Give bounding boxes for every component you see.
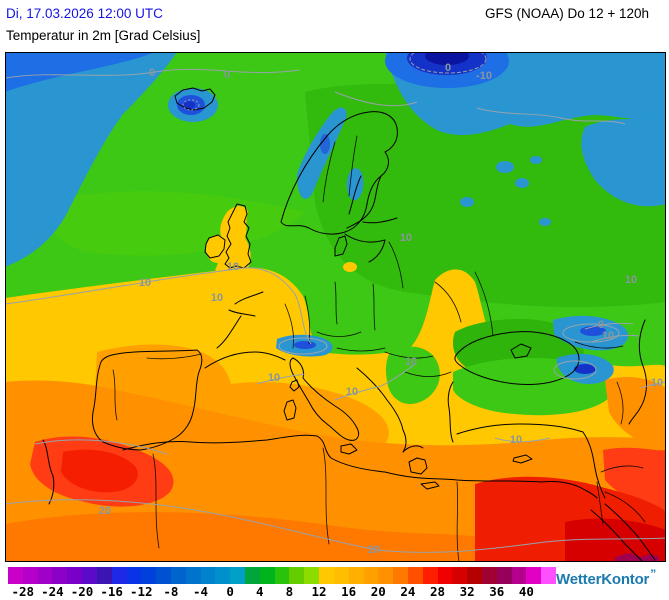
legend-cell <box>22 567 38 584</box>
legend-tick-label: 36 <box>489 584 505 599</box>
legend-cell <box>67 567 83 584</box>
legend-cell <box>126 567 142 584</box>
legend-tick-label: -12 <box>130 584 153 599</box>
legend-cell <box>422 567 438 584</box>
legend-cell <box>259 567 275 584</box>
wetterkontor-logo[interactable]: WetterKontor” <box>556 567 656 588</box>
legend-cell <box>215 567 231 584</box>
legend-tick-label: -20 <box>70 584 94 599</box>
model-run-text: GFS (NOAA) Do 12 + 120h <box>485 6 649 21</box>
map-title: Temperatur in 2m [Grad Celsius] <box>6 28 201 43</box>
legend-cell <box>230 567 245 584</box>
legend-tick-label: 16 <box>341 584 357 599</box>
date-text: Di, 17.03.2026 12:00 UTC <box>6 6 163 21</box>
logo-wing-icon: ” <box>650 567 656 581</box>
legend-tick-label: 12 <box>311 584 327 599</box>
coastlines <box>42 87 656 562</box>
legend-cell <box>348 567 364 584</box>
temperature-fields <box>5 52 666 562</box>
legend-tick-label: -8 <box>163 584 179 599</box>
legend-cell <box>156 567 171 584</box>
legend-tick-label: 0 <box>226 584 234 599</box>
temperature-map-svg <box>5 52 666 562</box>
legend-cell <box>304 567 320 584</box>
legend-cell <box>378 567 394 584</box>
legend-cell <box>496 567 512 584</box>
legend-cell <box>170 567 186 584</box>
legend-ticks: -28 -24 -20 -16 -12 -8 -4 0 4 8 12 16 20 24 28 32 36 40 <box>0 584 669 600</box>
legend-cell <box>319 567 334 584</box>
legend-cell <box>526 567 542 584</box>
legend-cell <box>363 567 379 584</box>
legend-tick-label: -16 <box>100 584 123 599</box>
legend-cell <box>141 567 157 584</box>
legend-tick-label: -4 <box>193 584 209 599</box>
country-borders <box>112 135 646 562</box>
legend-cell <box>482 567 497 584</box>
legend-cell <box>245 567 260 584</box>
legend-cell <box>393 567 408 584</box>
legend-cell <box>333 567 349 584</box>
legend-cell <box>541 567 557 584</box>
legend-cell <box>185 567 201 584</box>
legend-cell <box>8 567 23 584</box>
legend-tick-label: 32 <box>459 584 475 599</box>
logo-text: WetterKontor <box>556 571 650 588</box>
legend-tick-label: 20 <box>370 584 386 599</box>
legend-tick-label: 4 <box>256 584 264 599</box>
legend-cell <box>82 567 97 584</box>
legend-tick-label: 8 <box>285 584 294 599</box>
legend-cell <box>274 567 290 584</box>
legend-cell <box>96 567 112 584</box>
legend-tick-label: 24 <box>400 584 416 599</box>
legend-cell <box>452 567 468 584</box>
legend-cell <box>52 567 68 584</box>
legend-cell <box>289 567 305 584</box>
isotherm-contours <box>5 52 666 553</box>
legend-cell <box>437 567 453 584</box>
legend-cell <box>37 567 53 584</box>
legend-cell <box>511 567 527 584</box>
legend-tick-label: -24 <box>41 584 64 599</box>
legend-cell <box>407 567 423 584</box>
legend-cell <box>111 567 127 584</box>
legend-tick-label: 28 <box>429 584 446 599</box>
legend-cell <box>467 567 482 584</box>
legend: -28 -24 -20 -16 -12 -8 -4 0 4 8 12 16 20 24 28 32 36 40 <box>0 565 669 600</box>
legend-bar <box>8 567 557 584</box>
temperature-map: 0 0 0 -10 10 10 10 10 10 10 10 10 10 0 10 10 20 20 <box>5 52 666 562</box>
legend-cell <box>200 567 216 584</box>
legend-tick-label: -28 <box>11 584 35 599</box>
legend-tick-label: 40 <box>518 584 534 599</box>
